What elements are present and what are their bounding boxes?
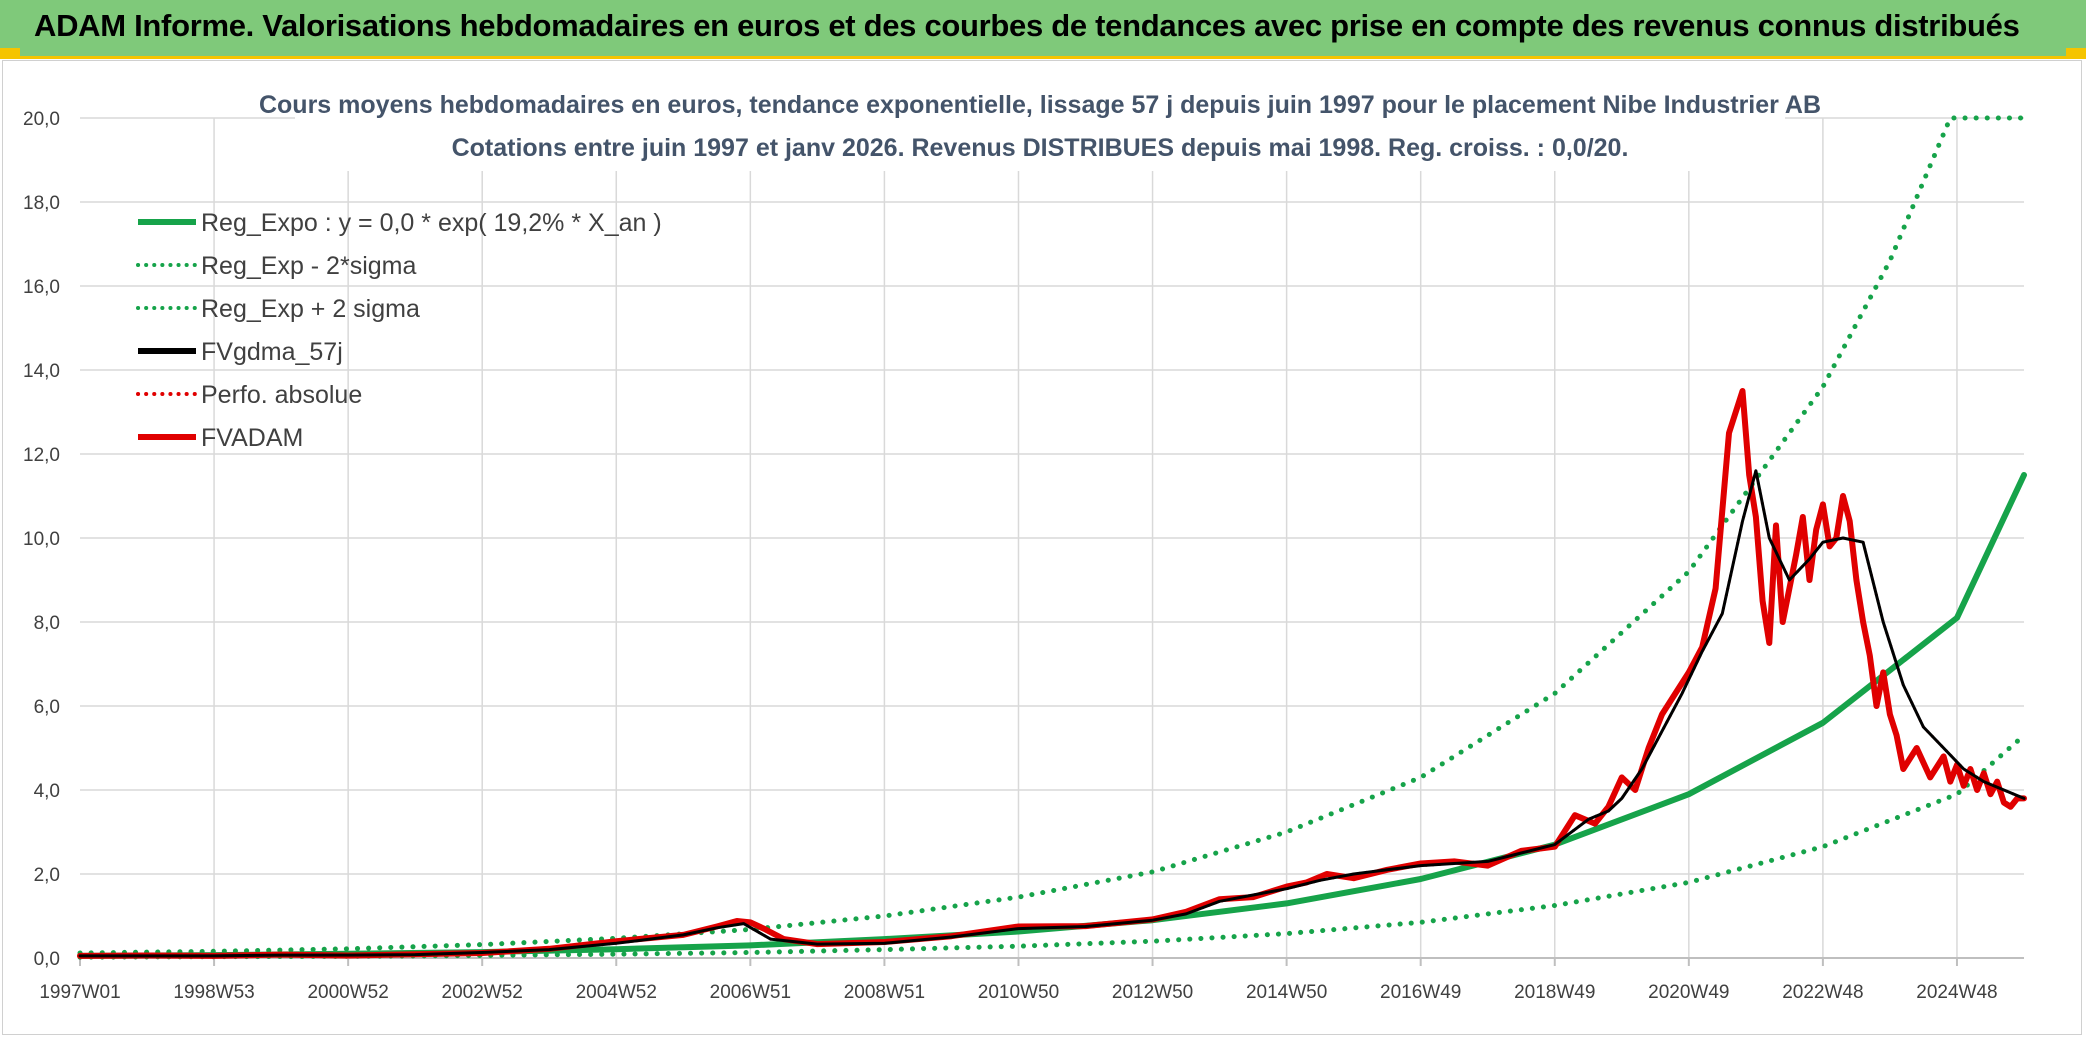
y-tick-label: 2,0 (34, 865, 60, 886)
x-tick-label: 2000W52 (307, 982, 388, 1003)
x-tick-label: 2008W51 (844, 982, 925, 1003)
y-tick-label: 10,0 (23, 529, 60, 550)
chart-frame (2, 60, 2082, 1035)
legend-label: FVgdma_57j (201, 338, 343, 366)
y-axis-ticks: 0,0 2,0 4,0 6,0 8,0 10,0 12,0 14,0 16,0 18,0 20,0 (23, 109, 60, 970)
legend-label: Reg_Exp + 2 sigma (201, 295, 420, 323)
chart-title: Cours moyens hebdomadaires en euros, ten… (259, 91, 1821, 119)
x-tick-label: 2018W49 (1514, 982, 1595, 1003)
grid-lines (80, 117, 2024, 959)
x-tick-label: 2004W52 (576, 982, 657, 1003)
series-line-0 (77, 472, 2027, 959)
legend: Reg_Expo : y = 0,0 * exp( 19,2% * X_an )… (136, 209, 662, 452)
series-line-5 (77, 388, 2027, 959)
series-group (77, 115, 2027, 960)
legend-label: FVADAM (201, 424, 303, 452)
x-tick-label: 2012W50 (1112, 982, 1193, 1003)
x-tick-label: 2020W49 (1648, 982, 1729, 1003)
y-tick-label: 4,0 (34, 781, 60, 802)
x-tick-label: 1997W01 (39, 982, 120, 1003)
y-tick-label: 20,0 (23, 109, 60, 130)
series-line-4 (78, 469, 2026, 958)
x-tick-label: 2006W51 (710, 982, 791, 1003)
x-tick-label: 2016W49 (1380, 982, 1461, 1003)
corner-accent-right (2066, 48, 2086, 57)
y-tick-label: 16,0 (23, 277, 60, 298)
y-tick-label: 8,0 (34, 613, 60, 634)
x-tick-label: 1998W53 (173, 982, 254, 1003)
series-line-2 (77, 115, 2027, 956)
series-line-3 (78, 469, 2026, 958)
page-title: ADAM Informe. Valorisations hebdomadaire… (34, 8, 2020, 43)
y-tick-label: 12,0 (23, 445, 60, 466)
legend-label: Reg_Exp - 2*sigma (201, 252, 416, 280)
x-tick-label: 2024W48 (1916, 982, 1997, 1003)
corner-accent-left (0, 48, 20, 57)
y-tick-label: 6,0 (34, 697, 60, 718)
legend-label: Perfo. absolue (201, 381, 362, 409)
x-tick-label: 2010W50 (978, 982, 1059, 1003)
x-tick-label: 2002W52 (442, 982, 523, 1003)
x-axis-ticks: 1997W01 1998W53 2000W52 2002W52 2004W52 2006W… (39, 958, 1998, 1003)
y-tick-label: 0,0 (34, 949, 60, 970)
chart-subtitle: Cotations entre juin 1997 et janv 2026. … (452, 134, 1629, 162)
legend-label: Reg_Expo : y = 0,0 * exp( 19,2% * X_an ) (201, 209, 662, 237)
y-tick-label: 18,0 (23, 193, 60, 214)
x-tick-label: 2022W48 (1782, 982, 1863, 1003)
x-tick-label: 2014W50 (1246, 982, 1327, 1003)
y-tick-label: 14,0 (23, 361, 60, 382)
header-banner: ADAM Informe. Valorisations hebdomadaire… (0, 0, 2086, 59)
title-background (295, 85, 1785, 171)
